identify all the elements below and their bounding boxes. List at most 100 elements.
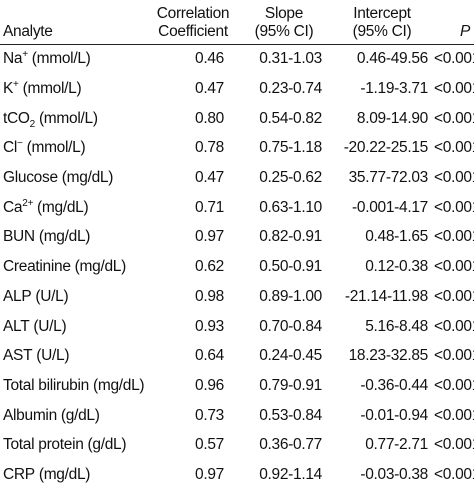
- slope-cell: 0.79-0.91: [259, 376, 322, 394]
- analyte-superscript: 2+: [22, 197, 34, 209]
- header-coefficient: Correlation Coefficient: [150, 0, 236, 45]
- intercept-cell: -0.03-0.38: [360, 465, 428, 483]
- coefficient-cell: 0.62: [195, 258, 224, 276]
- analyte-name: tCO: [3, 109, 30, 127]
- analyte-name: Creatinine: [3, 258, 71, 276]
- intercept-cell: -20.22-25.15: [343, 139, 429, 157]
- analyte-unit: (mmol/L): [34, 109, 98, 127]
- intercept-cell: -0.01-0.94: [360, 406, 428, 424]
- header-p: P: [432, 0, 474, 45]
- table-header: Analyte Correlation Coefficient Slope (9…: [0, 0, 474, 45]
- coefficient-cell: 0.46: [195, 50, 224, 68]
- analyte-name: Total bilirubin: [3, 376, 89, 394]
- analyte-name: Albumin: [3, 406, 57, 424]
- p-value-cell: <0.001: [434, 436, 474, 454]
- table-body: Na+ (mmol/L) 0.46 0.31-1.03 0.46-49.56 <…: [0, 44, 474, 490]
- p-value-cell: <0.001: [434, 80, 474, 98]
- intercept-cell: 5.16-8.48: [365, 317, 428, 335]
- intercept-cell: 0.48-1.65: [365, 228, 428, 246]
- analyte-name: ALP: [3, 287, 32, 305]
- slope-cell: 0.31-1.03: [259, 50, 322, 68]
- slope-cell: 0.24-0.45: [259, 347, 322, 365]
- table-row: AST (U/L) 0.64 0.24-0.45 18.23-32.85 <0.…: [0, 341, 474, 371]
- coefficient-cell: 0.93: [195, 317, 224, 335]
- slope-cell: 0.36-0.77: [259, 436, 322, 454]
- slope-cell: 0.92-1.14: [259, 465, 322, 483]
- analyte-unit: (mg/dL): [88, 376, 145, 394]
- analyte-cell: Ca2+ (mg/dL): [0, 193, 150, 223]
- p-value-cell: <0.001: [434, 347, 474, 365]
- table-row: BUN (mg/dL) 0.97 0.82-0.91 0.48-1.65 <0.…: [0, 223, 474, 253]
- analyte-cell: ALP (U/L): [0, 282, 150, 312]
- analyte-unit: (U/L): [31, 287, 69, 305]
- p-value-cell: <0.001: [434, 139, 474, 157]
- slope-cell: 0.53-0.84: [259, 406, 322, 424]
- p-value-cell: <0.001: [434, 376, 474, 394]
- table-row: K+ (mmol/L) 0.47 0.23-0.74 -1.19-3.71 <0…: [0, 74, 474, 104]
- p-value-cell: <0.001: [434, 50, 474, 68]
- coefficient-cell: 0.47: [195, 80, 224, 98]
- slope-cell: 0.50-0.91: [259, 258, 322, 276]
- analyte-cell: Cl− (mmol/L): [0, 134, 150, 164]
- header-row: Analyte Correlation Coefficient Slope (9…: [0, 0, 474, 45]
- coefficient-cell: 0.47: [195, 169, 224, 187]
- intercept-cell: -21.14-11.98: [344, 287, 428, 305]
- header-analyte: Analyte: [0, 0, 150, 45]
- analyte-unit: (mg/dL): [57, 169, 114, 187]
- header-slope: Slope (95% CI): [236, 0, 332, 45]
- intercept-cell: 8.09-14.90: [356, 109, 428, 127]
- analyte-cell: Glucose (mg/dL): [0, 163, 150, 193]
- intercept-cell: 0.12-0.38: [365, 258, 428, 276]
- coefficient-cell: 0.57: [195, 436, 224, 454]
- table-row: Ca2+ (mg/dL) 0.71 0.63-1.10 -0.001-4.17 …: [0, 193, 474, 223]
- table-row: Total protein (g/dL) 0.57 0.36-0.77 0.77…: [0, 430, 474, 460]
- analyte-superscript: −: [17, 138, 23, 150]
- slope-cell: 0.54-0.82: [259, 109, 322, 127]
- analyte-cell: Total protein (g/dL): [0, 430, 150, 460]
- intercept-cell: 35.77-72.03: [348, 169, 429, 187]
- intercept-cell: 18.23-32.85: [348, 347, 429, 365]
- slope-cell: 0.89-1.00: [259, 287, 322, 305]
- analyte-unit: (U/L): [32, 347, 70, 365]
- p-value-cell: <0.001: [434, 198, 474, 216]
- analyte-name: Glucose: [3, 169, 58, 187]
- slope-cell: 0.25-0.62: [259, 169, 322, 187]
- coefficient-cell: 0.73: [195, 406, 224, 424]
- coefficient-cell: 0.64: [195, 347, 224, 365]
- analyte-name: ALT: [3, 317, 30, 335]
- p-value-cell: <0.001: [434, 465, 474, 483]
- p-value-cell: <0.001: [434, 258, 474, 276]
- analyte-name: Cl: [3, 139, 18, 157]
- analyte-cell: BUN (mg/dL): [0, 223, 150, 253]
- intercept-cell: 0.46-49.56: [356, 50, 428, 68]
- table-row: ALT (U/L) 0.93 0.70-0.84 5.16-8.48 <0.00…: [0, 312, 474, 342]
- intercept-cell: -0.001-4.17: [352, 198, 428, 216]
- intercept-cell: -0.36-0.44: [360, 376, 428, 394]
- analyte-cell: K+ (mmol/L): [0, 74, 150, 104]
- p-value-cell: <0.001: [434, 169, 474, 187]
- analyte-name: Total protein: [3, 436, 84, 454]
- analyte-name: Na: [3, 50, 23, 68]
- table-row: Creatinine (mg/dL) 0.62 0.50-0.91 0.12-0…: [0, 252, 474, 282]
- analyte-unit: (mg/dL): [34, 465, 91, 483]
- intercept-cell: 0.77-2.71: [365, 436, 428, 454]
- analyte-cell: ALT (U/L): [0, 312, 150, 342]
- table-row: ALP (U/L) 0.98 0.89-1.00 -21.14-11.98 <0…: [0, 282, 474, 312]
- analyte-name: AST: [3, 347, 33, 365]
- header-slope-line1: Slope: [264, 4, 304, 22]
- analyte-cell: AST (U/L): [0, 341, 150, 371]
- analyte-unit: (mmol/L): [27, 50, 91, 68]
- analyte-unit: (g/dL): [56, 406, 100, 424]
- header-slope-line2: (95% CI): [254, 22, 314, 40]
- slope-cell: 0.70-0.84: [259, 317, 322, 335]
- analyte-name: CRP: [3, 465, 35, 483]
- table-row: Albumin (g/dL) 0.73 0.53-0.84 -0.01-0.94…: [0, 401, 474, 431]
- table-row: Na+ (mmol/L) 0.46 0.31-1.03 0.46-49.56 <…: [0, 44, 474, 74]
- coefficient-cell: 0.97: [195, 465, 224, 483]
- coefficient-cell: 0.80: [195, 109, 224, 127]
- analyte-unit: (g/dL): [83, 436, 127, 454]
- coefficient-cell: 0.97: [195, 228, 224, 246]
- header-intercept-line2: (95% CI): [352, 22, 412, 40]
